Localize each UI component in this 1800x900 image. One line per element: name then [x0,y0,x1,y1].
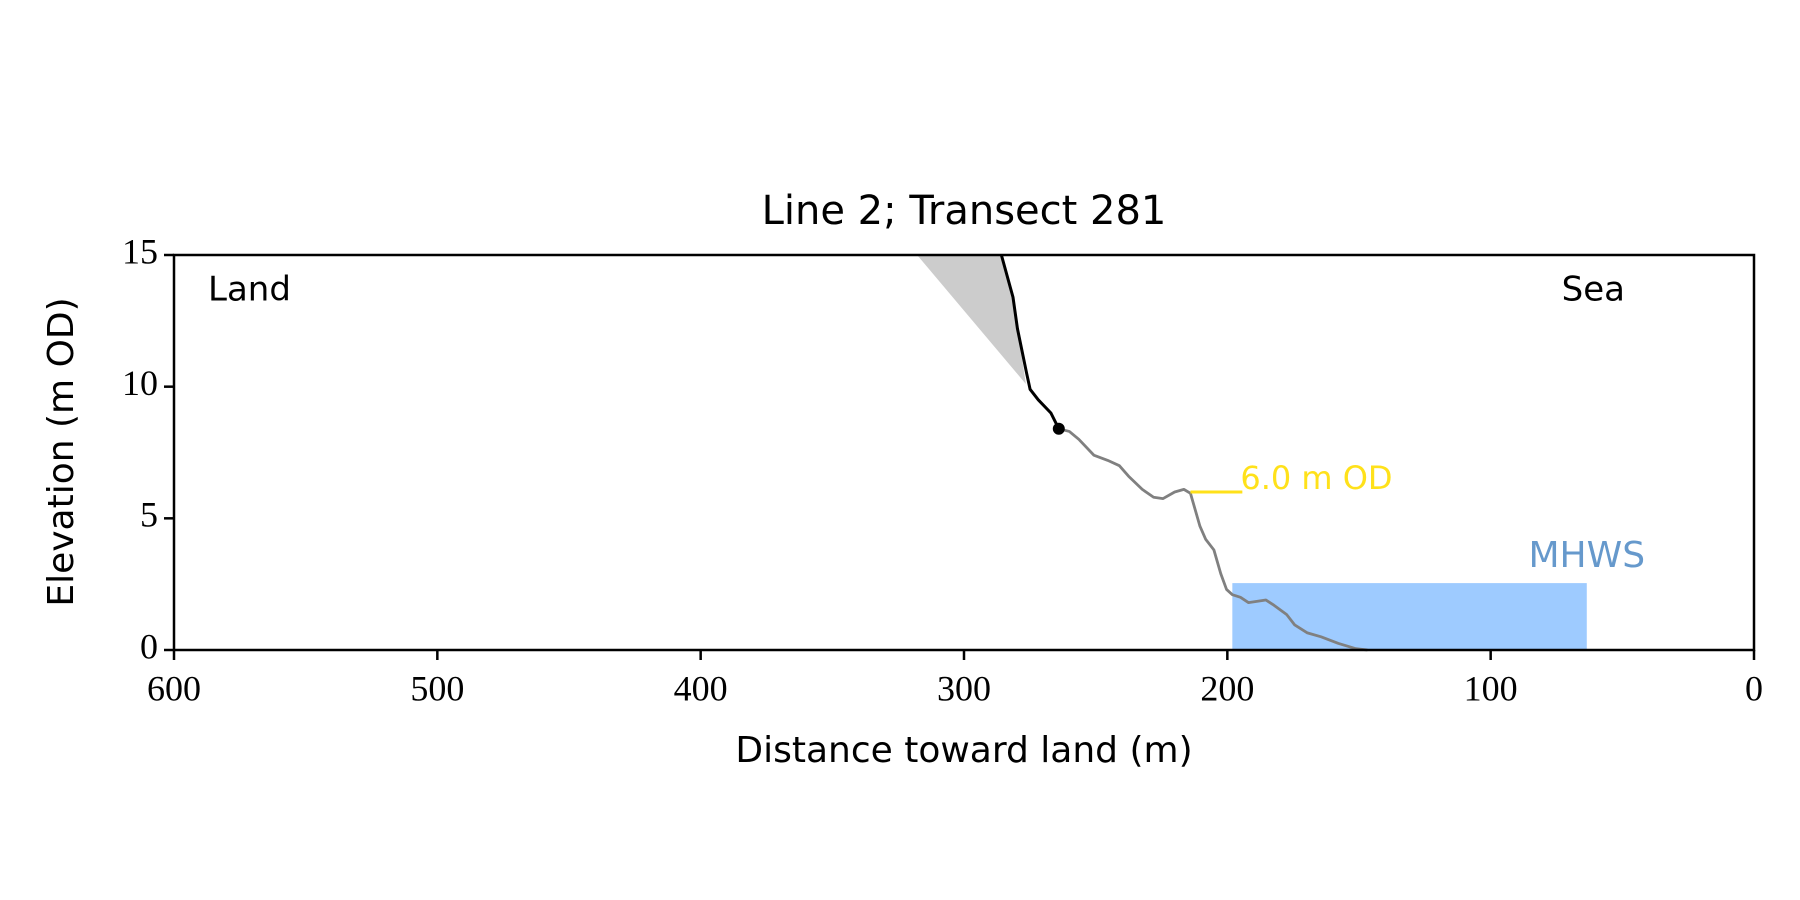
cliff-line [999,254,1061,430]
y-tick-label: 5 [140,495,158,535]
y-tick-label: 0 [140,626,158,666]
x-tick-label: 100 [1464,668,1518,708]
mhws-label: MHWS [1528,535,1645,576]
x-tick-label: 500 [410,668,464,708]
chart-title: Line 2; Transect 281 [762,188,1167,234]
x-axis-label: Distance toward land (m) [735,730,1192,771]
x-tick-label: 200 [1200,668,1254,708]
x-tick-label: 600 [147,668,201,708]
y-tick-label: 15 [122,231,158,271]
y-tick-label: 10 [122,363,158,403]
mhws-area [1232,583,1587,650]
cliff-toe [1052,422,1065,435]
y-axis-label: Elevation (m OD) [41,297,82,606]
profile-line [1058,427,1368,652]
annotation: Land [208,270,291,310]
annotation: Sea [1562,270,1625,310]
cliff-shading [917,255,1026,385]
level-label: 6.0 m OD [1240,459,1392,497]
x-tick-label: 300 [937,668,991,708]
x-tick-label: 0 [1745,668,1763,708]
x-tick-label: 400 [674,668,728,708]
